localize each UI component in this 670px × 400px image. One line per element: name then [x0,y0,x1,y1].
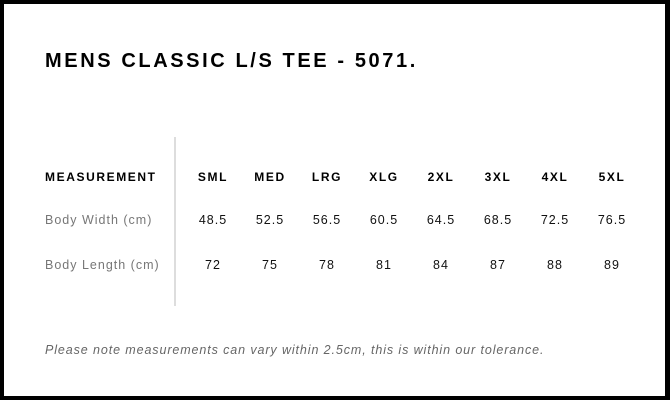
table-cell: 81 [376,258,392,272]
table-row-body-width: Body Width (cm) 48.5 52.5 56.5 60.5 64.5 68.5… [0,210,670,230]
header-size: 3XL [484,170,512,184]
table-row-body-length: Body Length (cm) 72 75 78 81 84 87 88 89 [0,255,670,275]
table-cell: 88 [547,258,563,272]
table-cell: 89 [604,258,620,272]
header-size: MED [254,170,286,184]
table-cell: 56.5 [312,213,342,227]
table-header-row: MEASUREMENT SML MED LRG XLG 2XL 3XL 4XL 5XL [0,167,670,187]
table-cell: 87 [490,258,506,272]
page-title: MENS CLASSIC L/S TEE - 5071. [45,50,418,72]
table-cell: 48.5 [198,213,228,227]
header-size: XLG [369,170,399,184]
header-measurement: MEASUREMENT [45,170,157,184]
table-cell: 78 [319,258,335,272]
table-cell: 68.5 [483,213,513,227]
table-cell: 72 [205,258,221,272]
table-cell: 76.5 [597,213,627,227]
header-size: 2XL [427,170,455,184]
row-label: Body Length (cm) [45,258,160,272]
header-size: 5XL [598,170,626,184]
table-cell: 52.5 [255,213,285,227]
row-label: Body Width (cm) [45,213,153,227]
table-cell: 60.5 [369,213,399,227]
tolerance-note: Please note measurements can vary within… [45,343,545,357]
column-divider [174,137,176,306]
table-cell: 75 [262,258,278,272]
table-cell: 84 [433,258,449,272]
table-cell: 64.5 [426,213,456,227]
header-size: 4XL [541,170,569,184]
header-size: LRG [311,170,343,184]
header-size: SML [197,170,229,184]
table-cell: 72.5 [540,213,570,227]
